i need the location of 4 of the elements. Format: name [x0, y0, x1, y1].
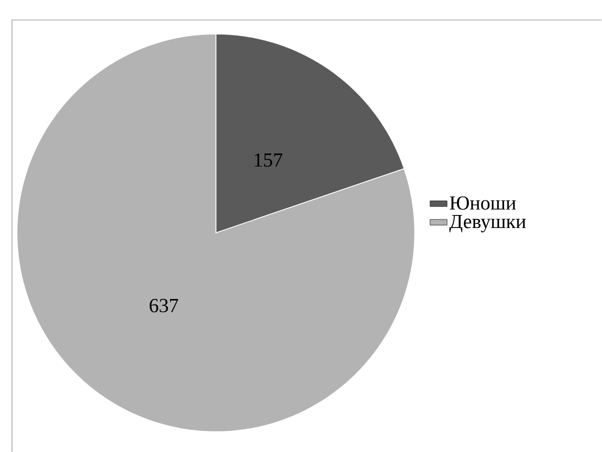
legend-label: Юноши [450, 196, 516, 210]
legend-label: Девушки [449, 214, 526, 232]
data-label: 637 [150, 298, 178, 312]
data-label: 157 [254, 153, 282, 167]
